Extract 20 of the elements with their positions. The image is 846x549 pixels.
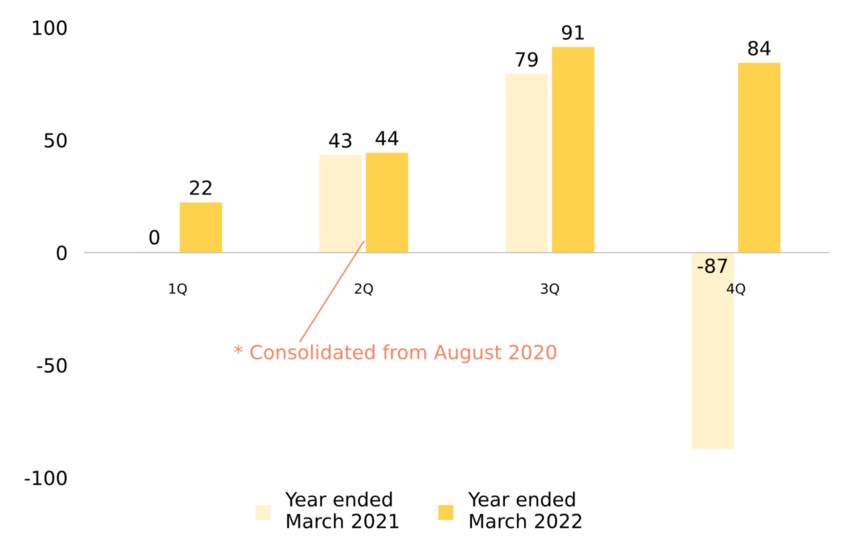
data-label: 43 — [329, 133, 352, 148]
legend-label: Year ended March 2022 — [468, 492, 582, 528]
annotation: * Consolidated from August 2020 — [234, 344, 556, 364]
data-label: 91 — [562, 25, 584, 40]
data-label: 44 — [376, 131, 398, 146]
y-tick-label: 100 — [32, 20, 67, 36]
data-label: 84 — [748, 40, 771, 56]
data-label: 22 — [190, 180, 212, 195]
y-tick-label: -100 — [24, 470, 67, 486]
x-tick-label: 4Q — [726, 283, 746, 296]
data-label: 0 — [149, 230, 160, 245]
y-tick-label: 0 — [56, 245, 67, 260]
y-tick-label: 50 — [44, 132, 67, 148]
x-tick-label: 3Q — [541, 283, 560, 296]
x-tick-label: 1Q — [169, 283, 187, 296]
legend-label: Year ended March 2021 — [285, 492, 398, 528]
data-label: 79 — [516, 52, 538, 67]
y-tick-label: -50 — [37, 358, 67, 373]
data-label: -87 — [698, 258, 727, 274]
x-tick-label: 2Q — [354, 283, 373, 296]
